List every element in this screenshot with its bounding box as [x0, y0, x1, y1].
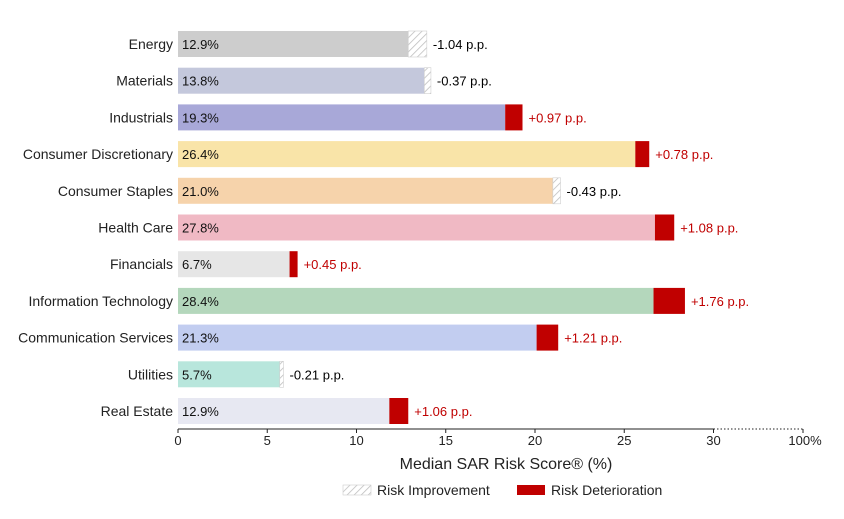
bar	[178, 324, 537, 351]
deterioration-segment	[389, 398, 409, 424]
value-label: 27.8%	[182, 221, 219, 236]
value-label: 19.3%	[182, 110, 219, 125]
change-label: +1.21 p.p.	[564, 331, 622, 346]
bar-row: Materials 13.8% -0.37 p.p.	[116, 67, 492, 94]
x-axis-title: Median SAR Risk Score® (%)	[400, 456, 613, 473]
x-axis: 0 5 10 15 20 25 30 100% Median SAR Risk Score® (…	[174, 428, 822, 473]
x-end-label: 100%	[788, 433, 822, 448]
value-label: 21.3%	[182, 331, 219, 346]
bar	[178, 214, 655, 241]
deterioration-segment	[289, 251, 298, 278]
value-label: 5.7%	[182, 367, 212, 382]
category-label: Information Technology	[29, 293, 174, 309]
improvement-segment	[552, 177, 561, 205]
bars-group: Energy 12.9% -1.04 p.p. Materials 13.8% -0.37…	[18, 30, 749, 424]
bar	[178, 31, 409, 57]
bar-row: Financials 6.7% +0.45 p.p.	[110, 251, 362, 278]
bar-row: Real Estate 12.9% +1.06 p.p.	[101, 398, 472, 424]
deterioration-segment	[536, 324, 559, 351]
value-label: 13.8%	[182, 74, 219, 89]
legend-swatch-improvement	[342, 484, 372, 496]
value-label: 21.0%	[182, 184, 219, 199]
bar-row: Energy 12.9% -1.04 p.p.	[129, 30, 488, 58]
x-tick-label: 5	[264, 433, 271, 448]
legend-label-deterioration: Risk Deterioration	[551, 482, 662, 498]
value-label: 12.9%	[182, 404, 219, 419]
category-label: Communication Services	[18, 330, 173, 346]
improvement-segment	[424, 67, 432, 94]
value-label: 6.7%	[182, 257, 212, 272]
legend-swatch-deterioration	[517, 485, 545, 495]
bar	[178, 251, 290, 278]
category-label: Consumer Staples	[58, 183, 173, 199]
category-label: Financials	[110, 256, 173, 272]
change-label: -0.43 p.p.	[567, 184, 622, 199]
bar-row: Consumer Staples 21.0% -0.43 p.p.	[58, 177, 622, 205]
value-label: 26.4%	[182, 147, 219, 162]
deterioration-segment	[653, 287, 685, 314]
bar	[178, 141, 636, 168]
improvement-segment	[407, 30, 428, 58]
category-label: Real Estate	[101, 403, 174, 419]
bar	[178, 177, 553, 204]
change-label: +0.78 p.p.	[655, 147, 713, 162]
bar	[178, 361, 280, 388]
bar-row: Information Technology 28.4% +1.76 p.p.	[29, 287, 749, 314]
x-tick-label: 20	[528, 433, 542, 448]
category-label: Industrials	[109, 109, 173, 125]
change-label: -0.37 p.p.	[437, 74, 492, 89]
bar	[178, 287, 654, 314]
change-label: +1.76 p.p.	[691, 294, 749, 309]
bar	[178, 398, 390, 424]
bar-row: Utilities 5.7% -0.21 p.p.	[128, 360, 344, 388]
category-label: Consumer Discretionary	[23, 146, 173, 162]
deterioration-segment	[505, 104, 523, 131]
change-label: +0.45 p.p.	[304, 257, 362, 272]
deterioration-segment	[654, 214, 675, 241]
bar-row: Industrials 19.3% +0.97 p.p.	[109, 104, 587, 131]
legend: Risk Improvement Risk Deterioration	[342, 482, 662, 498]
change-label: +1.08 p.p.	[680, 221, 738, 236]
value-label: 28.4%	[182, 294, 219, 309]
category-label: Energy	[129, 36, 173, 52]
x-tick-label: 15	[439, 433, 453, 448]
category-label: Health Care	[98, 220, 173, 236]
bar-row: Consumer Discretionary 26.4% +0.78 p.p.	[23, 141, 713, 168]
x-tick-label: 0	[174, 433, 181, 448]
bar-row: Health Care 27.8% +1.08 p.p.	[98, 214, 738, 241]
category-label: Utilities	[128, 366, 173, 382]
value-label: 12.9%	[182, 37, 219, 52]
x-tick-label: 25	[617, 433, 631, 448]
bar-row: Communication Services 21.3% +1.21 p.p.	[18, 324, 622, 351]
bar	[178, 104, 506, 131]
x-tick-label: 30	[706, 433, 720, 448]
x-tick-label: 10	[349, 433, 363, 448]
change-label: +1.06 p.p.	[414, 404, 472, 419]
improvement-segment	[279, 360, 284, 388]
change-label: -1.04 p.p.	[433, 37, 488, 52]
legend-label-improvement: Risk Improvement	[377, 482, 490, 498]
category-label: Materials	[116, 73, 173, 89]
deterioration-segment	[635, 141, 650, 168]
bar	[178, 67, 425, 94]
change-label: +0.97 p.p.	[529, 110, 587, 125]
change-label: -0.21 p.p.	[289, 367, 344, 382]
